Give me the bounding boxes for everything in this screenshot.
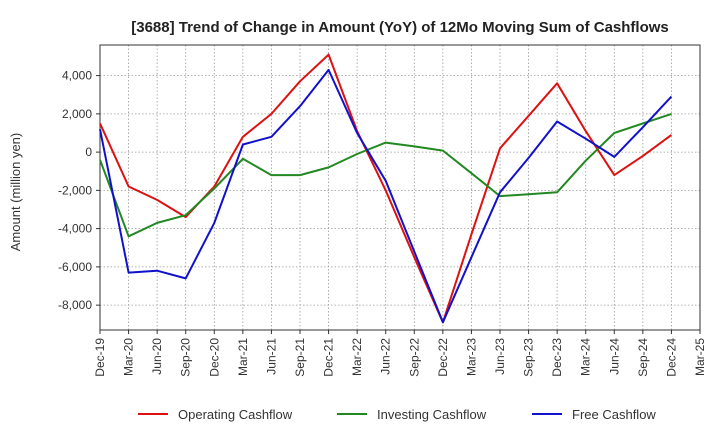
free-cashflow-line [99,68,673,324]
x-tick-label: Sep-23 [522,338,536,377]
x-tick-label: Dec-20 [207,338,221,377]
x-tick-label: Dec-19 [93,338,107,377]
x-tick-label: Sep-24 [636,338,650,377]
x-axis: Dec-19 Mar-20 Jun-20 Sep-20 Dec-20 Mar-21 Jun-… [93,330,707,377]
x-tick-label: Jun-22 [379,338,393,375]
x-tick-label: Jun-24 [607,338,621,375]
grid [99,45,701,330]
x-tick-label: Mar-22 [350,338,364,376]
y-tick-label: -4,000 [58,222,92,236]
y-tick-label: -6,000 [58,260,92,274]
y-tick-label: 2,000 [62,107,92,121]
legend: Operating Cashflow Investing Cashflow Fr… [138,407,656,422]
series-lines [99,53,673,324]
legend-label-operating: Operating Cashflow [178,407,293,422]
y-tick-label: -8,000 [58,298,92,312]
x-tick-label: Dec-22 [436,338,450,377]
chart-title: [3688] Trend of Change in Amount (YoY) o… [131,19,669,36]
x-tick-label: Dec-23 [550,338,564,377]
plot-frame [99,44,701,331]
x-tick-label: Sep-22 [407,338,421,377]
y-axis-label: Amount (million yen) [8,133,23,252]
y-axis: 4,000 2,000 0 -2,000 -4,000 -6,000 -8,000 [58,69,100,312]
legend-label-free: Free Cashflow [572,407,656,422]
x-tick-label: Jun-23 [493,338,507,375]
x-tick-label: Mar-21 [236,338,250,376]
y-tick-label: 4,000 [62,69,92,83]
x-tick-label: Dec-21 [322,338,336,377]
x-tick-label: Sep-20 [179,338,193,377]
x-tick-label: Mar-23 [464,338,478,376]
legend-label-investing: Investing Cashflow [377,407,487,422]
y-tick-label: -2,000 [58,183,92,197]
x-tick-label: Mar-20 [122,338,136,376]
x-tick-label: Mar-25 [693,338,707,376]
investing-cashflow-line [99,112,672,238]
x-tick-label: Jun-20 [150,338,164,375]
y-tick-label: 0 [85,145,92,159]
x-tick-label: Sep-21 [293,338,307,377]
x-tick-label: Jun-21 [264,338,278,375]
x-tick-label: Mar-24 [579,338,593,376]
x-tick-label: Dec-24 [664,338,678,377]
